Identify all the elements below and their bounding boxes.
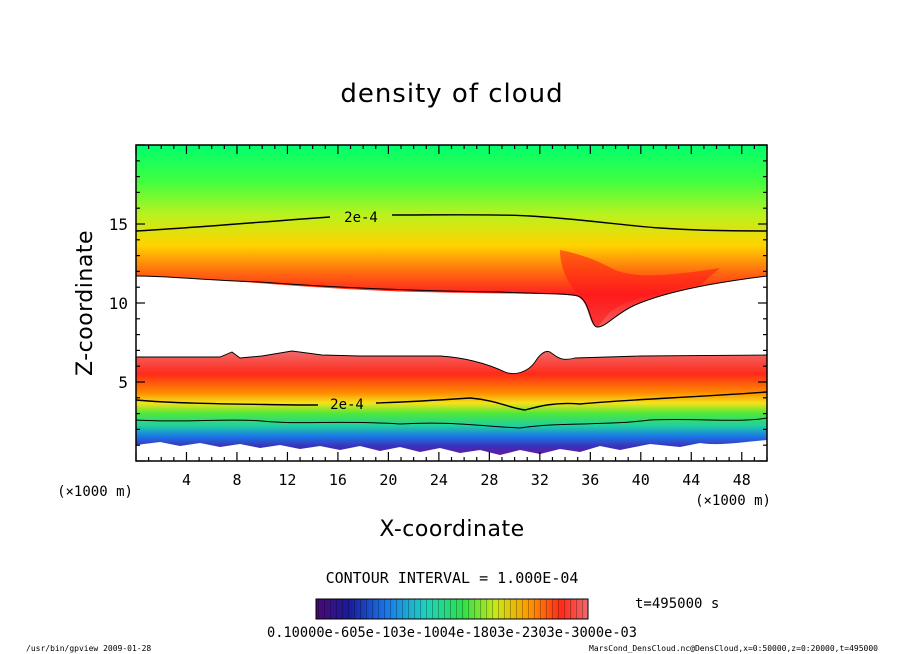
y-ticks bbox=[136, 144, 767, 462]
x-unit-right: (×1000 m) bbox=[695, 493, 771, 509]
time-label: t=495000 s bbox=[635, 596, 719, 612]
upper-layer-dip bbox=[560, 250, 720, 327]
colorbar-label: 0.10000e-605e-103e-1004e-1803e-2303e-300… bbox=[267, 625, 637, 641]
x-tick-label: 24 bbox=[430, 471, 448, 489]
y-tick-label: 10 bbox=[109, 294, 128, 313]
contour-lower-top bbox=[136, 350, 767, 374]
x-tick-label: 4 bbox=[182, 471, 191, 489]
x-ticks bbox=[135, 145, 768, 461]
contour-upper-base bbox=[136, 275, 767, 328]
y-tick-label: 15 bbox=[109, 215, 128, 234]
x-tick-label: 32 bbox=[531, 471, 549, 489]
colorbar-stripes bbox=[316, 599, 588, 619]
contour-interval: CONTOUR INTERVAL = 1.000E-04 bbox=[326, 569, 579, 587]
x-tick-label: 40 bbox=[632, 471, 650, 489]
chart-title: density of cloud bbox=[340, 79, 563, 109]
y-tick-labels: 5 10 15 bbox=[109, 215, 128, 392]
x-tick-label: 36 bbox=[581, 471, 599, 489]
contour-lower bbox=[136, 391, 767, 411]
contour-label-lower: 2e-4 bbox=[330, 397, 364, 413]
x-tick-label: 28 bbox=[480, 471, 498, 489]
y-tick-label: 5 bbox=[118, 373, 128, 392]
footer-right: MarsCond_DensCloud.nc@DensCloud,x=0:5000… bbox=[589, 644, 878, 653]
colorbar-frame bbox=[315, 598, 589, 620]
x-axis-label: X-coordinate bbox=[379, 517, 524, 542]
x-tick-label: 12 bbox=[278, 471, 296, 489]
x-tick-label: 16 bbox=[329, 471, 347, 489]
x-tick-labels: 4 8 12 16 20 24 28 32 36 40 44 48 bbox=[182, 471, 751, 489]
x-tick-label: 8 bbox=[232, 471, 241, 489]
contour-upper bbox=[136, 214, 767, 232]
contour-label-upper: 2e-4 bbox=[344, 210, 378, 226]
lower-cloud-layer bbox=[136, 351, 767, 455]
x-tick-label: 44 bbox=[682, 471, 700, 489]
x-tick-label: 20 bbox=[379, 471, 397, 489]
y-axis-label: Z-coordinate bbox=[73, 230, 98, 376]
footer-left: /usr/bin/gpview 2009-01-28 bbox=[26, 644, 151, 653]
plot-area bbox=[136, 145, 767, 461]
contours bbox=[136, 214, 767, 429]
x-unit-left: (×1000 m) bbox=[57, 484, 133, 500]
contour-lower-2 bbox=[136, 417, 767, 429]
x-tick-label: 48 bbox=[733, 471, 751, 489]
